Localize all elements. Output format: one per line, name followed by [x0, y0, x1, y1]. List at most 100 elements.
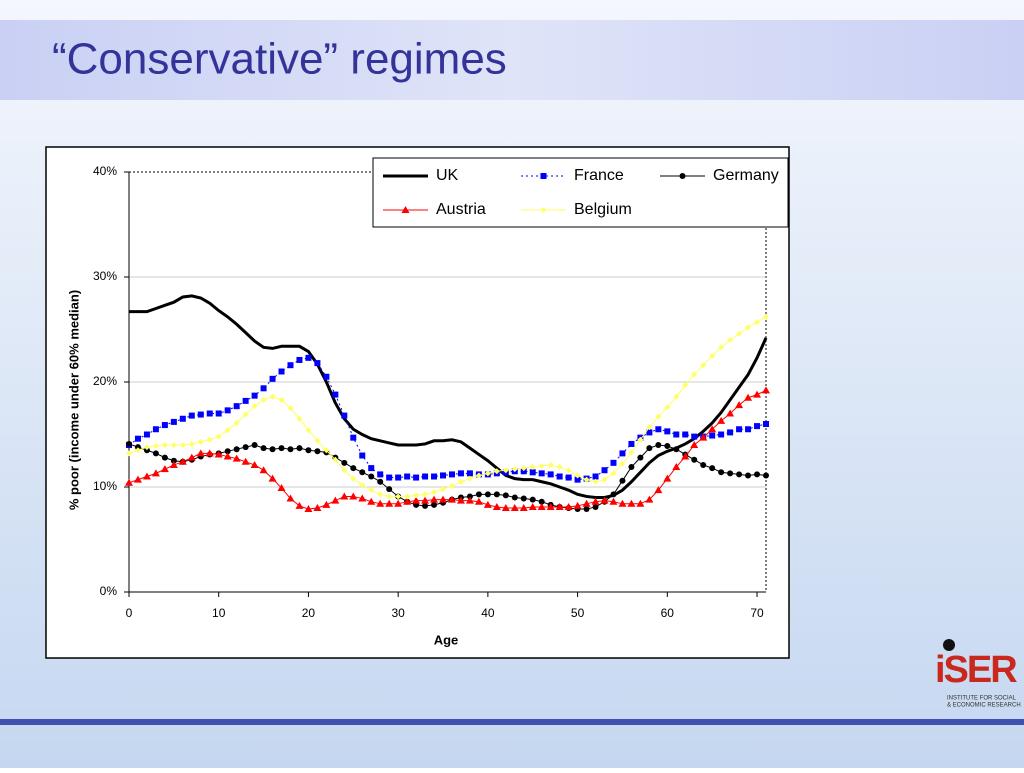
- point: [170, 457, 177, 464]
- point: [540, 173, 547, 179]
- x-tick-label: 30: [391, 606, 405, 620]
- point: [323, 373, 330, 380]
- point: [736, 426, 743, 433]
- point: [133, 475, 142, 483]
- point: [340, 492, 349, 500]
- point: [592, 473, 599, 480]
- point: [538, 463, 545, 469]
- point: [447, 495, 456, 503]
- point: [368, 487, 375, 494]
- point: [679, 173, 686, 179]
- point: [422, 502, 429, 509]
- point: [385, 499, 394, 507]
- point: [610, 470, 617, 477]
- point: [682, 431, 689, 438]
- point: [691, 433, 698, 440]
- point: [350, 475, 357, 482]
- point: [655, 426, 662, 433]
- point: [664, 428, 671, 435]
- point: [745, 472, 752, 479]
- legend-label: UK: [436, 167, 459, 184]
- point: [305, 354, 312, 361]
- point: [251, 403, 258, 410]
- point: [331, 496, 340, 504]
- point: [421, 496, 430, 504]
- point: [718, 469, 725, 476]
- point: [556, 464, 563, 471]
- point: [359, 481, 366, 488]
- point: [431, 489, 438, 496]
- point: [269, 393, 276, 400]
- point: [753, 390, 762, 398]
- point: [637, 436, 644, 443]
- logo-subtitle: INSTITUTE FOR SOCIAL: [947, 696, 1017, 702]
- point: [125, 478, 133, 486]
- point: [601, 467, 608, 474]
- point: [618, 499, 627, 507]
- point: [440, 486, 447, 493]
- point: [278, 445, 285, 452]
- point: [350, 434, 357, 441]
- point: [466, 470, 473, 477]
- point: [287, 362, 294, 369]
- legend-label: Germany: [713, 167, 779, 184]
- logo: iSER INSTITUTE FOR SOCIAL & ECONOMIC RES…: [935, 639, 1021, 709]
- y-tick-label: 30%: [93, 269, 117, 283]
- point: [269, 375, 276, 382]
- point: [735, 401, 744, 409]
- point: [619, 477, 626, 484]
- point: [691, 456, 698, 463]
- point: [395, 493, 402, 500]
- point: [654, 486, 663, 494]
- point: [529, 464, 536, 471]
- point: [600, 496, 609, 504]
- point: [555, 502, 564, 510]
- point: [295, 501, 304, 509]
- point: [619, 460, 626, 467]
- point: [268, 474, 277, 482]
- point: [206, 436, 213, 443]
- point: [224, 407, 231, 414]
- footer-bar: [0, 719, 1024, 725]
- point: [727, 337, 734, 343]
- point: [538, 470, 545, 477]
- point: [475, 472, 482, 479]
- point: [583, 506, 590, 513]
- point: [646, 445, 653, 452]
- point: [456, 496, 465, 504]
- x-tick-label: 70: [750, 606, 764, 620]
- point: [691, 371, 698, 378]
- point: [564, 502, 573, 510]
- point: [278, 368, 285, 375]
- point: [537, 502, 546, 510]
- point: [483, 500, 492, 508]
- point: [305, 447, 312, 454]
- point: [134, 447, 141, 454]
- point: [126, 440, 132, 447]
- point: [574, 472, 581, 479]
- point: [448, 482, 455, 489]
- point: [304, 505, 313, 513]
- x-tick-label: 60: [661, 606, 675, 620]
- point: [673, 446, 680, 453]
- point: [143, 431, 150, 438]
- point: [260, 385, 267, 392]
- point: [401, 206, 410, 213]
- point: [637, 454, 644, 461]
- point: [179, 442, 186, 448]
- point: [196, 449, 205, 457]
- point: [754, 471, 761, 478]
- point: [233, 419, 240, 426]
- x-axis-label: Age: [434, 632, 459, 647]
- point: [475, 491, 482, 498]
- point: [628, 449, 635, 456]
- point: [610, 459, 617, 466]
- point: [727, 470, 734, 477]
- point: [412, 496, 421, 504]
- point: [474, 497, 483, 505]
- y-tick-label: 20%: [93, 374, 117, 388]
- point: [152, 450, 159, 457]
- point: [538, 498, 545, 505]
- logo-dot: [943, 639, 955, 651]
